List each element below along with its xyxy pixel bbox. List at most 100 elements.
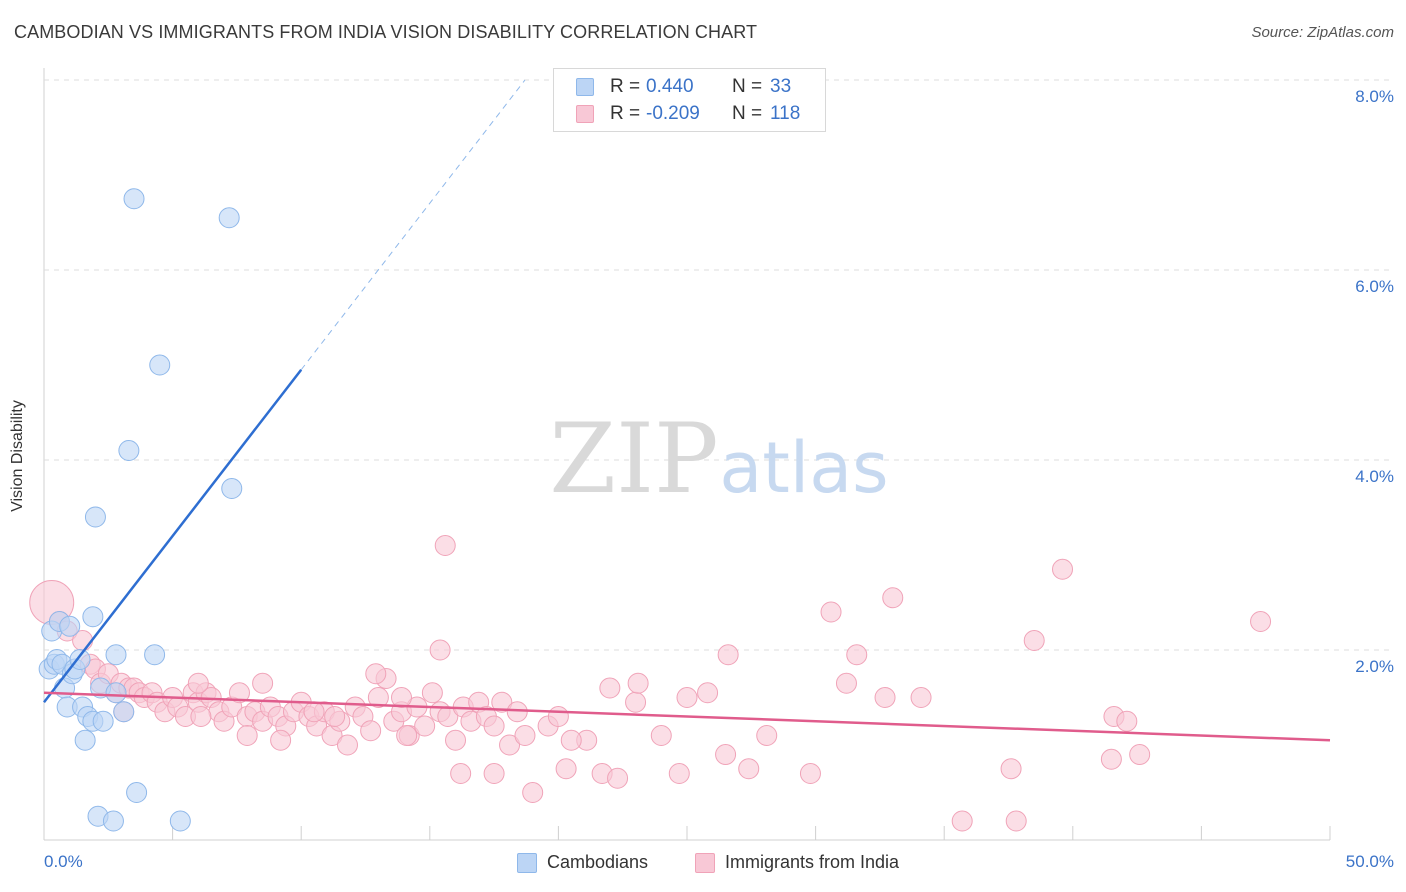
india-point	[336, 734, 358, 756]
india-point	[1023, 630, 1045, 651]
cambodian-point	[113, 701, 135, 723]
n-label: N =	[732, 76, 763, 97]
n-value: 33	[770, 76, 792, 97]
cambodian-point	[105, 644, 127, 666]
india-point	[396, 725, 418, 746]
legend-label: Immigrants from India	[725, 852, 900, 872]
india-point	[270, 729, 292, 751]
india-point	[445, 729, 467, 751]
cambodian-point	[84, 506, 106, 528]
india-point	[391, 687, 413, 708]
cambodian-point	[126, 782, 148, 803]
india-point	[236, 725, 258, 746]
cambodian-point	[169, 810, 191, 832]
india-point	[367, 687, 389, 708]
india-point	[483, 715, 505, 737]
india-point	[421, 682, 443, 704]
cambodian-point	[59, 615, 81, 637]
india-point	[228, 682, 250, 704]
india-point	[668, 763, 690, 784]
source-label: Source: ZipAtlas.com	[1251, 24, 1394, 41]
cambodian-point	[82, 606, 104, 628]
legend-label: Cambodians	[547, 852, 649, 872]
watermark-atlas: atlas	[719, 427, 888, 509]
india-legend-swatch	[695, 853, 715, 873]
india-point	[717, 644, 739, 666]
india-point	[522, 782, 544, 803]
india-point	[607, 767, 629, 789]
cambodian-point	[144, 644, 166, 666]
india-point	[252, 672, 274, 694]
india-point	[360, 720, 382, 742]
watermark-zip: ZIP	[549, 403, 718, 515]
r-label: R =	[610, 76, 641, 97]
india-point	[365, 663, 387, 685]
india-point	[627, 672, 649, 694]
india-point	[450, 763, 472, 784]
india-point	[650, 725, 672, 746]
india-point	[547, 706, 569, 727]
india-point	[738, 758, 760, 780]
india-point	[1000, 758, 1022, 780]
cambodian-point	[105, 682, 127, 704]
cambodian-point	[102, 810, 124, 832]
india-point	[1129, 744, 1151, 765]
cambodian-point	[123, 188, 145, 210]
cambodians-swatch	[576, 78, 594, 96]
cambodians-trend-extension	[300, 79, 526, 371]
trend-lines	[43, 79, 1331, 742]
cambodian-point	[69, 649, 91, 670]
india-point	[190, 706, 212, 727]
india-point	[835, 672, 857, 694]
x-axis-ticks	[43, 826, 1331, 840]
india-point	[676, 687, 698, 708]
n-value: 118	[770, 103, 801, 124]
india-point	[429, 639, 451, 661]
india-point	[1100, 748, 1122, 770]
r-value: 0.440	[646, 76, 694, 97]
india-point	[846, 644, 868, 666]
stats-box: R = 0.440 N = 33 R = -0.209 N = 118	[553, 68, 826, 132]
cambodians-legend-swatch	[517, 853, 537, 873]
india-point	[715, 744, 737, 765]
cambodian-point	[218, 207, 240, 229]
india-point	[555, 758, 577, 780]
y-tick-label: 8.0%	[1355, 87, 1394, 106]
india-point	[499, 734, 521, 756]
india-point	[910, 687, 932, 708]
india-point	[820, 601, 842, 623]
grid-lines	[44, 79, 1392, 651]
y-tick-label: 6.0%	[1355, 277, 1394, 296]
india-point	[799, 763, 821, 784]
cambodian-point	[221, 478, 243, 499]
n-label: N =	[732, 103, 763, 124]
india-points	[29, 535, 1272, 832]
india-point	[625, 691, 647, 713]
cambodian-point	[118, 440, 140, 461]
chart-title: CAMBODIAN VS IMMIGRANTS FROM INDIA VISIO…	[14, 22, 758, 42]
y-tick-label: 4.0%	[1355, 467, 1394, 486]
india-trend-line	[43, 691, 1331, 742]
india-point	[1116, 710, 1138, 732]
india-point	[324, 706, 346, 727]
cambodians-trend-line	[43, 368, 303, 704]
india-point	[756, 725, 778, 746]
india-point	[882, 587, 904, 609]
r-label: R =	[610, 103, 641, 124]
india-point	[506, 701, 528, 723]
india-point	[560, 729, 582, 751]
india-point	[874, 687, 896, 708]
cambodian-point	[74, 729, 96, 751]
cambodian-points	[38, 188, 243, 832]
india-swatch	[576, 105, 594, 123]
india-point	[514, 725, 536, 746]
india-point	[187, 672, 209, 694]
india-point	[491, 691, 513, 713]
india-point	[951, 810, 973, 832]
india-point	[414, 715, 436, 737]
india-point	[483, 763, 505, 784]
r-value: -0.209	[646, 103, 700, 124]
india-point	[1005, 810, 1027, 832]
cambodian-point	[149, 354, 171, 376]
